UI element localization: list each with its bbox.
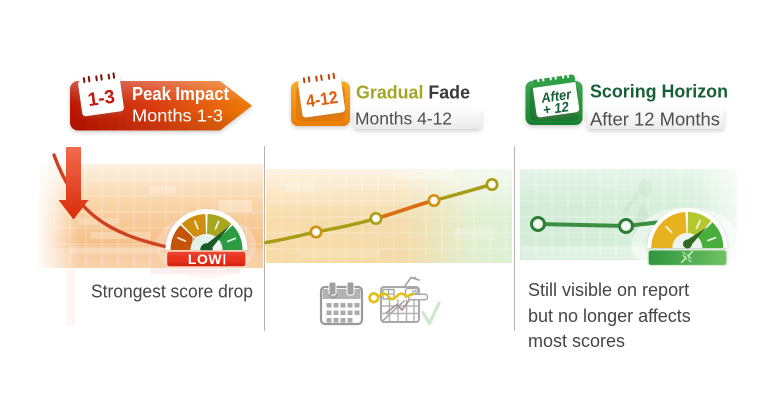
svg-text:1-3: 1-3 [87, 87, 117, 112]
svg-text:Months 4-12: Months 4-12 [355, 109, 452, 129]
svg-text:After: After [539, 86, 573, 106]
svg-text:Scoring Horizon: Scoring Horizon [590, 82, 728, 102]
svg-text:+ 12: + 12 [542, 98, 570, 117]
svg-text:After 12 Months: After 12 Months [590, 110, 720, 130]
svg-text:4-12: 4-12 [305, 87, 340, 111]
svg-text:Gradual Fade: Gradual Fade [356, 83, 470, 103]
svg-text:Strongest score drop: Strongest score drop [91, 282, 253, 302]
svg-text:Months 1-3: Months 1-3 [132, 106, 223, 126]
svg-text:but no longer affects: but no longer affects [528, 306, 691, 326]
svg-text:Still visible on report: Still visible on report [528, 280, 689, 300]
svg-text:LOW: LOW [188, 251, 222, 267]
svg-text:most scores: most scores [528, 331, 625, 351]
svg-text:Peak Impact: Peak Impact [132, 83, 229, 104]
